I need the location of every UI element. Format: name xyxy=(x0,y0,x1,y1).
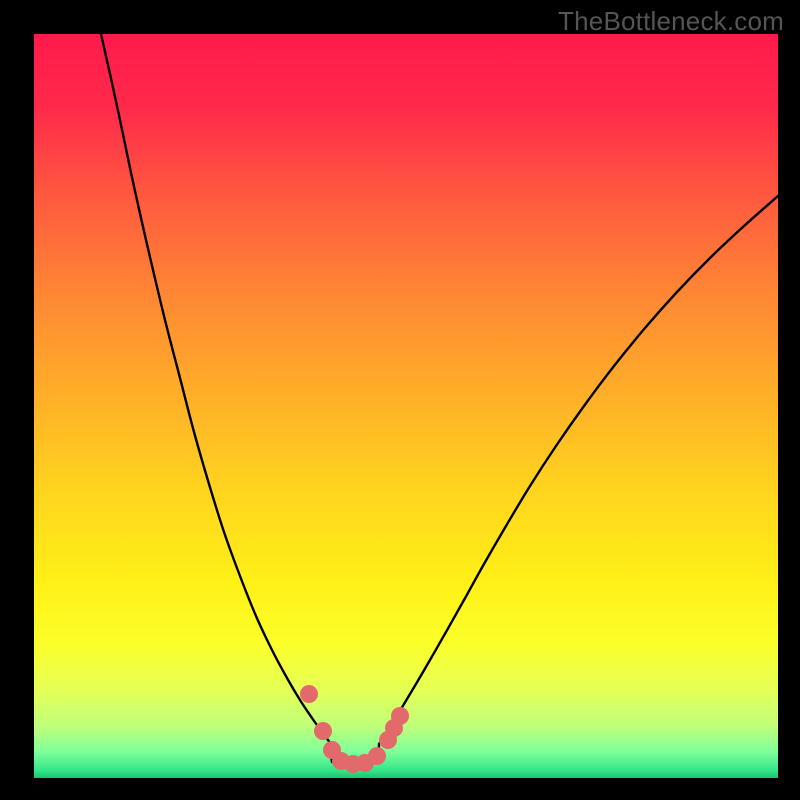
gradient-background xyxy=(34,34,778,778)
data-marker xyxy=(300,685,318,703)
data-marker xyxy=(368,747,386,765)
plot-area xyxy=(34,34,778,778)
data-marker xyxy=(391,707,409,725)
figure-root: TheBottleneck.com xyxy=(0,0,800,800)
data-marker xyxy=(314,722,332,740)
bottleneck-chart xyxy=(0,0,800,800)
watermark-text: TheBottleneck.com xyxy=(558,6,784,37)
